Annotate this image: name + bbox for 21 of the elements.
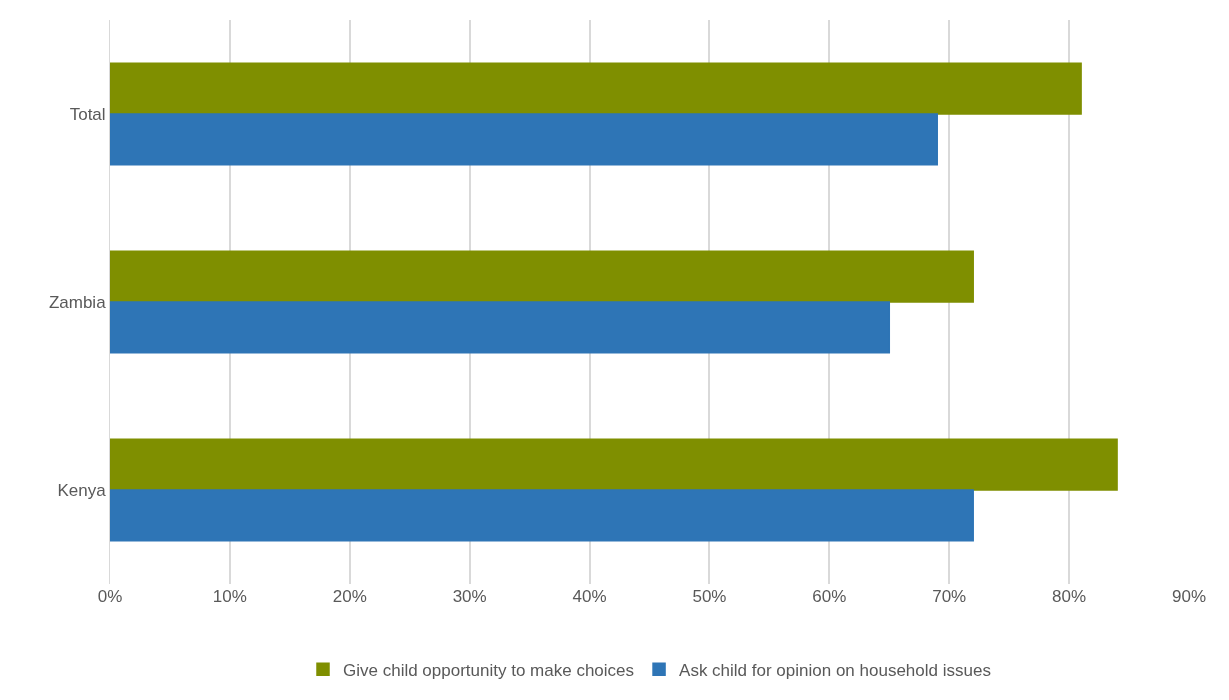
x-tick-label: 60% [812,587,847,606]
x-tick-label: 20% [332,587,367,606]
x-tick-label: 50% [692,587,727,606]
x-tick-label: 80% [1052,587,1087,606]
y-tick-label: Total [69,104,106,124]
bar [110,489,974,542]
y-tick-label: Zambia [48,292,107,312]
legend-label: Ask child for opinion on household issues [679,660,991,680]
bar [110,62,1082,115]
bar [110,250,974,303]
bar [110,438,1118,491]
x-tick-label: 70% [932,587,967,606]
bar [110,301,891,354]
x-tick-label: 90% [1171,587,1207,606]
legend-label: Give child opportunity to make choices [343,660,635,680]
y-tick-label: Kenya [57,480,107,500]
bar [110,113,938,166]
x-tick-label: 10% [212,587,247,606]
x-tick-label: 40% [572,587,607,606]
x-tick-label: 30% [452,587,487,606]
x-tick-label: 0% [97,587,123,606]
